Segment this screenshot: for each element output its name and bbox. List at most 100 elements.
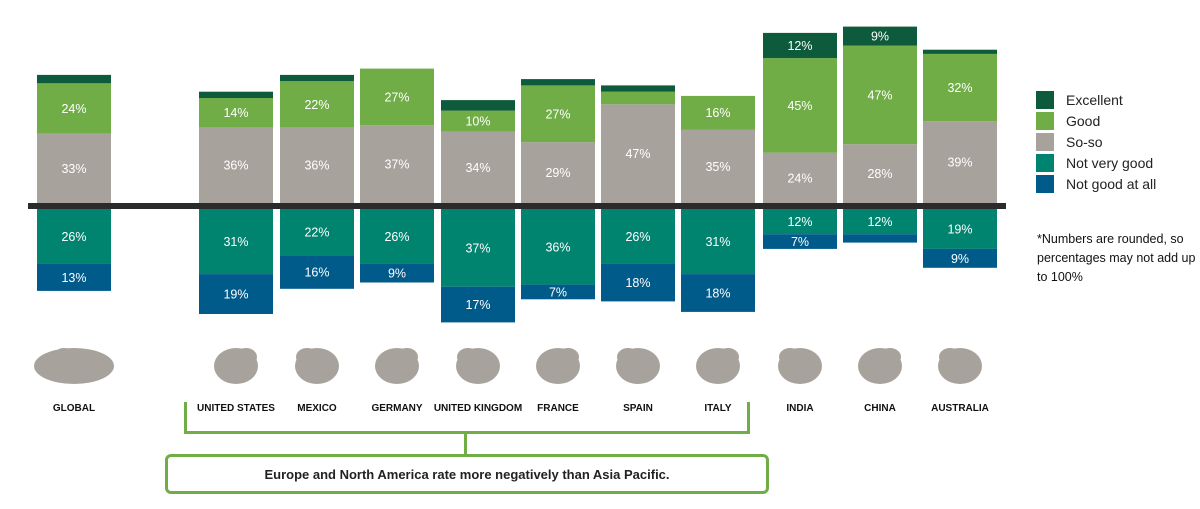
bar-excellent-spain: [601, 85, 675, 92]
bar-excellent-india: [763, 32, 837, 59]
bar-not-very-good-australia: [923, 209, 997, 249]
uk-map-icon-detail: [457, 348, 479, 366]
bar-so-so-india: [763, 152, 837, 203]
data-label-good-india: 45%: [787, 99, 812, 113]
country-label-india: INDIA: [786, 403, 813, 414]
france-map-icon-detail: [557, 348, 579, 366]
legend-item-not-good-at-all: Not good at all: [1036, 173, 1156, 194]
data-label-not-very-good-united-kingdom: 37%: [465, 241, 490, 255]
italy-map-icon: [696, 348, 740, 384]
germany-map-icon-detail: [396, 348, 418, 366]
bar-not-very-good-spain: [601, 209, 675, 264]
bar-so-so-united-kingdom: [441, 131, 515, 203]
data-label-not-good-at-all-france: 7%: [549, 285, 567, 299]
uk-map-icon: [456, 348, 500, 384]
data-label-not-very-good-india: 12%: [787, 215, 812, 229]
bar-not-very-good-italy: [681, 209, 755, 275]
legend-item-not-very-good: Not very good: [1036, 152, 1156, 173]
bar-so-so-mexico: [280, 127, 354, 203]
bar-not-good-at-all-australia: [923, 248, 997, 268]
bar-so-so-global: [37, 133, 111, 203]
country-label-global: GLOBAL: [53, 403, 95, 414]
rounding-footnote: *Numbers are rounded, so percentages may…: [1037, 232, 1196, 284]
data-label-not-good-at-all-united-states: 19%: [223, 288, 248, 302]
bar-excellent-china: [843, 26, 917, 46]
bar-excellent-mexico: [280, 74, 354, 82]
bar-so-so-australia: [923, 121, 997, 203]
country-label-united-states: UNITED STATES: [197, 403, 275, 414]
data-label-so-so-germany: 37%: [384, 158, 409, 172]
data-label-so-so-australia: 39%: [947, 156, 972, 170]
data-label-good-france: 27%: [545, 107, 570, 121]
usa-map-icon-detail: [235, 348, 257, 366]
data-label-not-very-good-united-states: 31%: [223, 235, 248, 249]
data-label-not-very-good-global: 26%: [61, 230, 86, 244]
bar-excellent-united-states: [199, 91, 273, 98]
india-map-icon-detail: [779, 348, 801, 366]
bar-not-good-at-all-france: [521, 284, 595, 300]
legend-swatch-not-good-at-all: [1036, 174, 1054, 193]
data-label-good-united-kingdom: 10%: [465, 115, 490, 129]
bar-not-very-good-united-kingdom: [441, 209, 515, 287]
data-label-not-good-at-all-mexico: 16%: [304, 266, 329, 280]
callout-box: Europe and North America rate more negat…: [165, 454, 769, 494]
data-label-not-good-at-all-united-kingdom: 17%: [465, 298, 490, 312]
data-label-good-australia: 32%: [947, 81, 972, 95]
bar-so-so-germany: [360, 125, 434, 203]
data-label-so-so-china: 28%: [867, 167, 892, 181]
data-label-so-so-united-kingdom: 34%: [465, 161, 490, 175]
bar-excellent-france: [521, 79, 595, 86]
bar-not-good-at-all-global: [37, 263, 111, 291]
bar-so-so-spain: [601, 104, 675, 203]
bar-excellent-australia: [923, 49, 997, 54]
usa-map-icon: [214, 348, 258, 384]
germany-map-icon: [375, 348, 419, 384]
bracket-stem: [464, 434, 467, 454]
bar-good-germany: [360, 68, 434, 126]
bar-not-good-at-all-mexico: [280, 255, 354, 289]
bar-so-so-united-states: [199, 127, 273, 203]
france-map-icon: [536, 348, 580, 384]
data-label-not-very-good-china: 12%: [867, 215, 892, 229]
callout-text: Europe and North America rate more negat…: [264, 466, 670, 482]
spain-map-icon-detail: [617, 348, 639, 366]
india-map-icon: [778, 348, 822, 384]
legend-swatch-not-very-good: [1036, 153, 1054, 172]
data-label-not-very-good-france: 36%: [545, 240, 570, 254]
data-label-good-mexico: 22%: [304, 98, 329, 112]
mexico-map-icon-detail: [296, 348, 318, 366]
bar-good-italy: [681, 95, 755, 130]
world-map-icon: [34, 348, 114, 384]
country-label-mexico: MEXICO: [297, 403, 337, 414]
data-label-so-so-global: 33%: [61, 162, 86, 176]
legend-label-good: Good: [1066, 112, 1101, 129]
bar-excellent-global: [37, 74, 111, 84]
legend-label-not-good-at-all: Not good at all: [1066, 175, 1157, 192]
bar-not-good-at-all-india: [763, 234, 837, 249]
data-label-good-global: 24%: [61, 102, 86, 116]
legend-item-excellent: Excellent: [1036, 89, 1156, 110]
region-bracket: [184, 402, 750, 434]
country-label-italy: ITALY: [704, 403, 732, 414]
bar-excellent-united-kingdom: [441, 100, 515, 111]
data-label-good-germany: 27%: [384, 90, 409, 104]
bar-not-very-good-germany: [360, 209, 434, 264]
legend-swatch-excellent: [1036, 90, 1054, 109]
bar-not-good-at-all-spain: [601, 263, 675, 302]
bar-good-global: [37, 83, 111, 134]
data-label-so-so-italy: 35%: [705, 160, 730, 174]
data-label-not-very-good-mexico: 22%: [304, 226, 329, 240]
bar-not-good-at-all-germany: [360, 263, 434, 283]
bar-not-very-good-france: [521, 209, 595, 285]
legend-swatch-so-so: [1036, 132, 1054, 151]
data-label-so-so-france: 29%: [545, 166, 570, 180]
bar-not-very-good-mexico: [280, 209, 354, 256]
chart-legend: Excellent Good So-so Not very good Not g…: [1036, 89, 1156, 194]
bar-not-very-good-united-states: [199, 209, 273, 275]
china-map-icon-detail: [879, 348, 901, 366]
bar-not-very-good-global: [37, 209, 111, 264]
bar-good-spain: [601, 91, 675, 105]
bar-good-india: [763, 58, 837, 153]
data-label-so-so-spain: 47%: [625, 147, 650, 161]
